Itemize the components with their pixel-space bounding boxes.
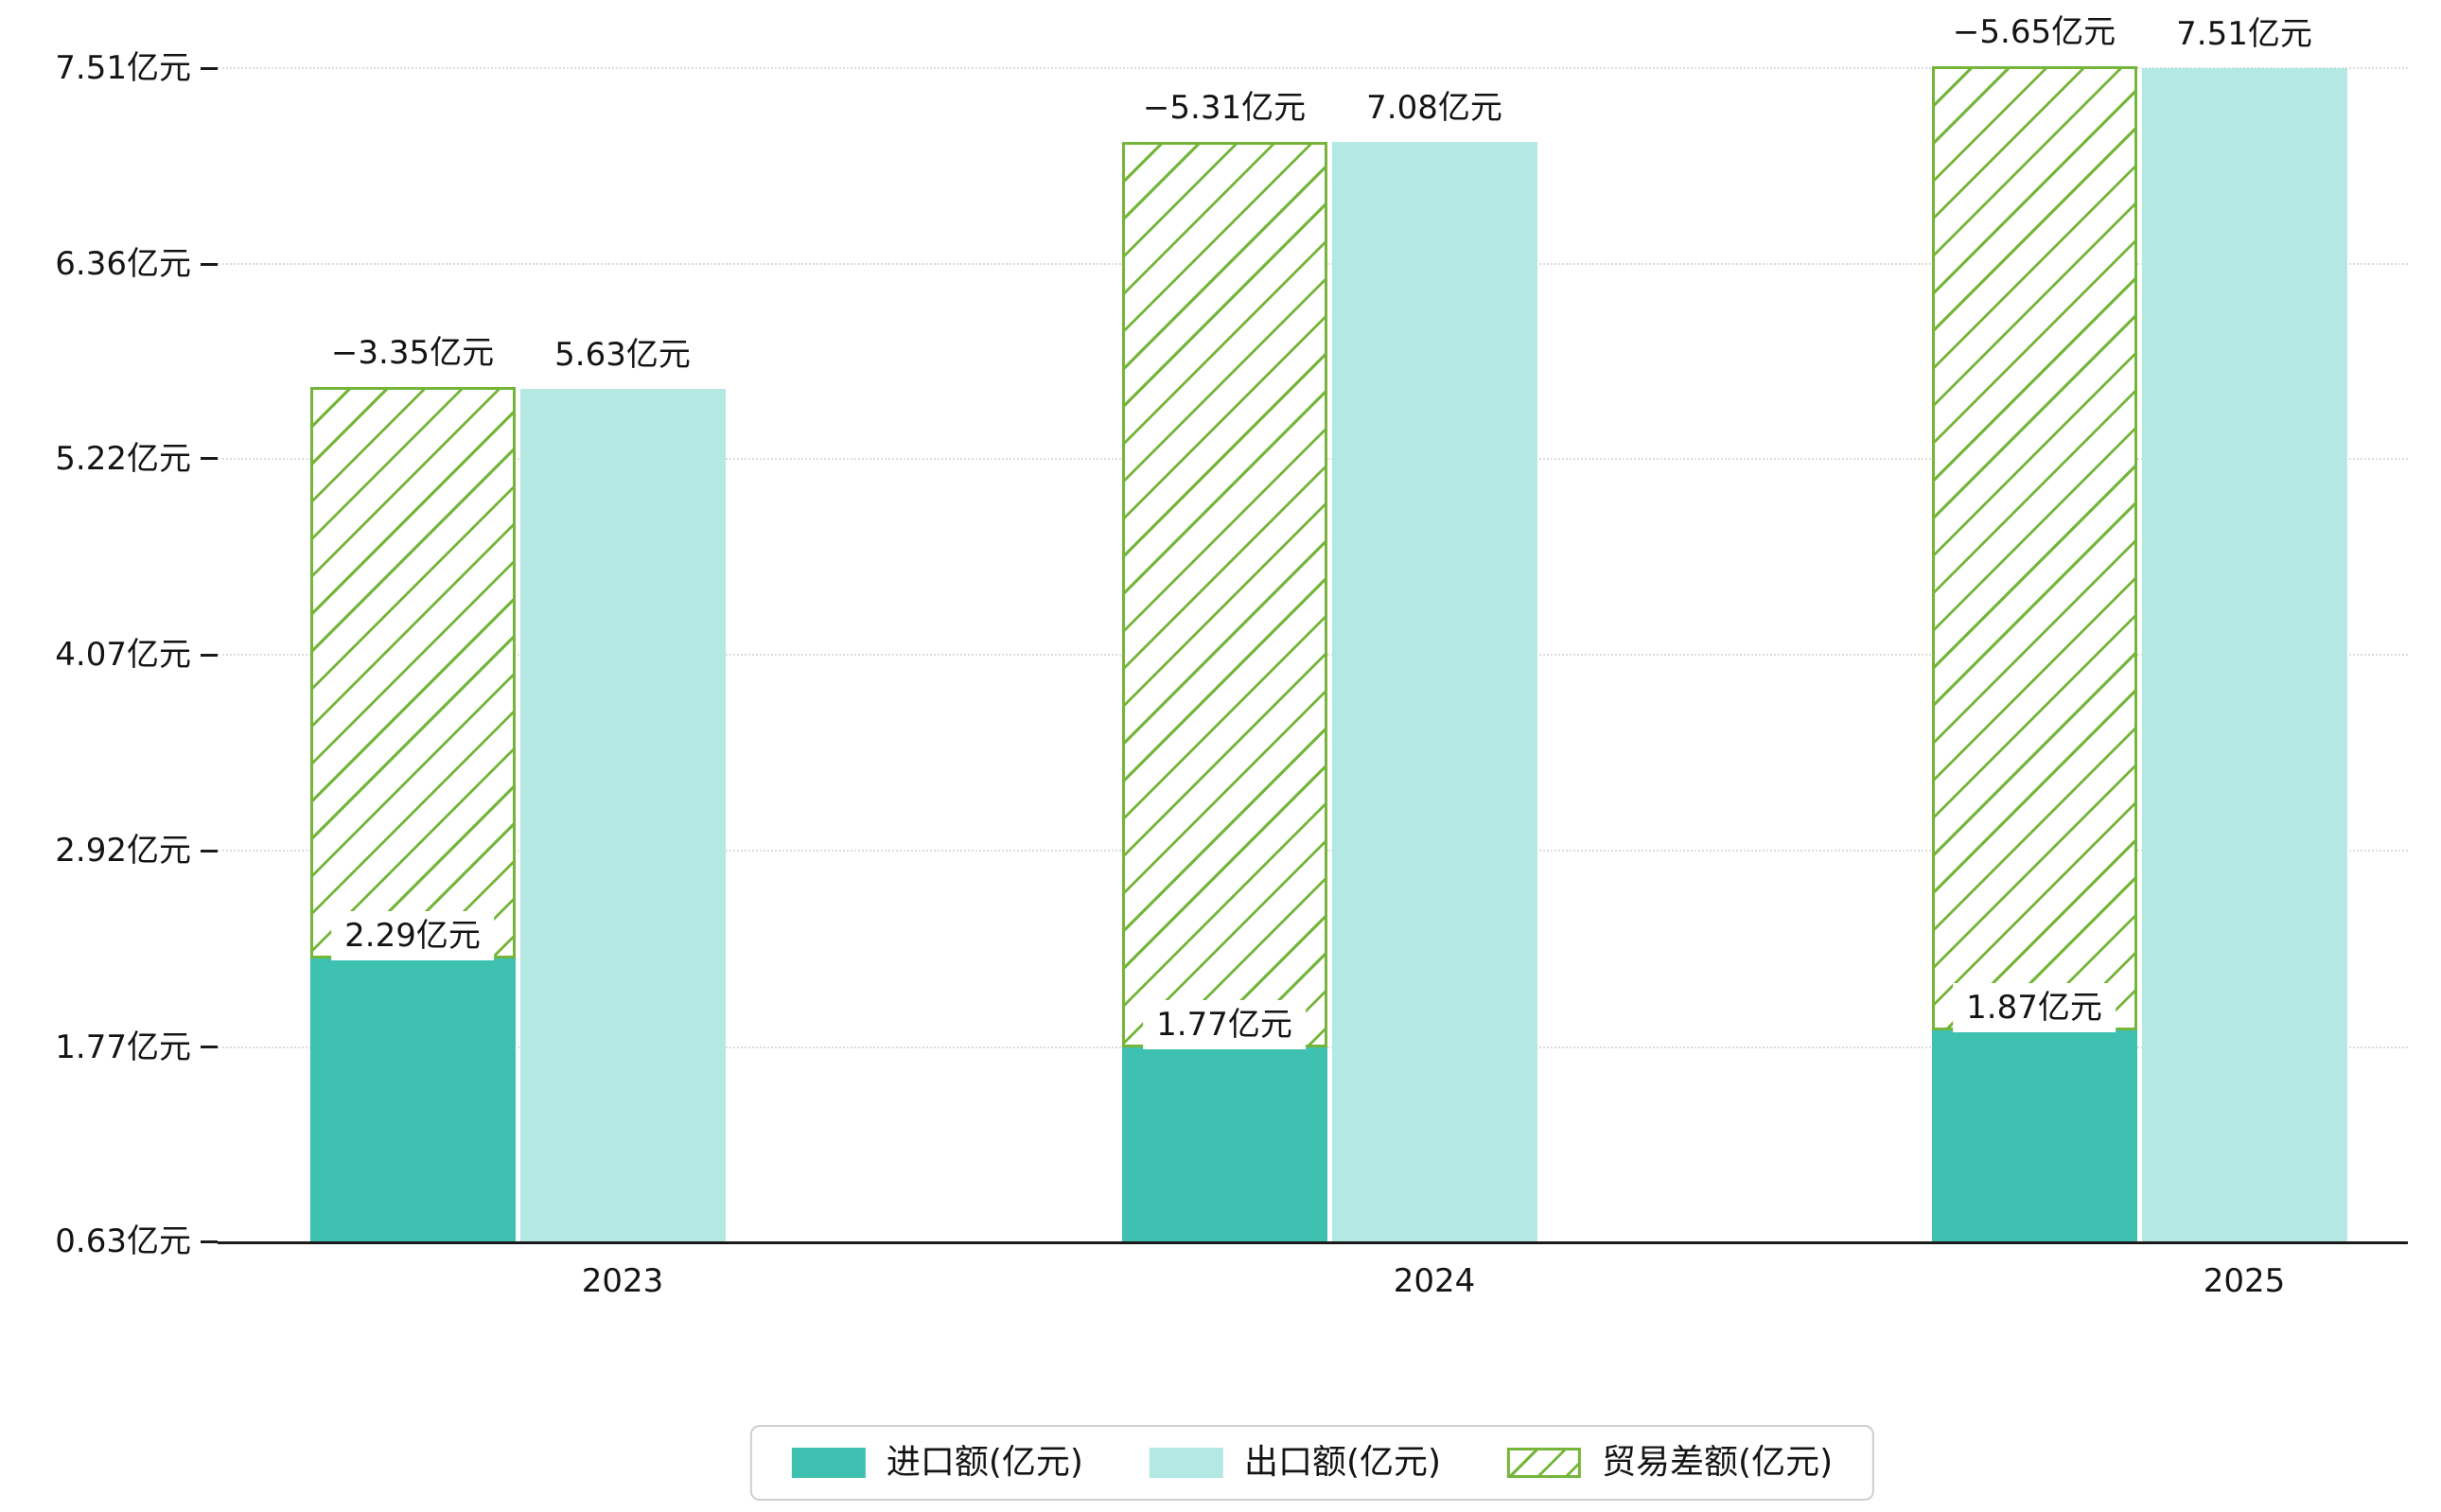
trade-balance-bar	[309, 387, 516, 958]
legend-swatch-trade-balance	[1507, 1448, 1582, 1478]
x-tick-label: 2023	[581, 1262, 664, 1300]
export-bar	[1331, 141, 1537, 1241]
import-value-label: 1.87亿元	[1953, 982, 2116, 1032]
x-tick-label: 2025	[2203, 1262, 2286, 1300]
legend-item: 出口额(亿元)	[1149, 1440, 1442, 1486]
y-tick-label: 6.36亿元	[55, 245, 191, 284]
y-tick-mark	[201, 849, 218, 853]
export-value-label: 7.08亿元	[1353, 82, 1516, 132]
legend-item: 进口额(亿元)	[791, 1440, 1083, 1486]
legend-swatch-export	[1149, 1448, 1223, 1478]
import-bar	[1931, 1029, 2137, 1241]
y-tick-label: 1.77亿元	[55, 1028, 191, 1066]
legend: 进口额(亿元) 出口额(亿元) 贸易差额(亿元)	[749, 1425, 1875, 1501]
trade-balance-value-label: −3.35亿元	[317, 328, 508, 378]
x-tick-label: 2024	[1393, 1262, 1476, 1300]
import-value-label: 1.77亿元	[1143, 999, 1306, 1049]
trade-balance-value-label: −5.65亿元	[1939, 8, 2130, 58]
trade-balance-bar	[1931, 66, 2137, 1030]
y-tick-label: 5.22亿元	[55, 439, 191, 478]
legend-item: 贸易差额(亿元)	[1507, 1440, 1833, 1486]
import-value-label: 2.29亿元	[331, 910, 494, 960]
y-tick-mark	[201, 66, 218, 70]
y-tick-mark	[201, 1046, 218, 1049]
export-value-label: 5.63亿元	[541, 329, 704, 379]
gridline	[218, 67, 2408, 69]
y-tick-label: 7.51亿元	[55, 49, 191, 87]
y-tick-mark	[201, 262, 218, 266]
y-tick-mark	[201, 1239, 218, 1243]
legend-label: 贸易差额(亿元)	[1602, 1443, 1834, 1482]
legend-swatch-import	[791, 1448, 866, 1478]
import-bar	[1121, 1046, 1327, 1241]
export-bar	[519, 388, 726, 1241]
import-bar	[309, 958, 516, 1241]
legend-label: 进口额(亿元)	[886, 1443, 1083, 1482]
y-tick-label: 2.92亿元	[55, 832, 191, 870]
legend-label: 出口额(亿元)	[1243, 1443, 1442, 1482]
trade-balance-bar	[1121, 141, 1327, 1047]
export-value-label: 7.51亿元	[2163, 9, 2326, 59]
trade-balance-value-label: −5.31亿元	[1129, 82, 1320, 132]
y-tick-mark	[201, 653, 218, 657]
y-tick-label: 4.07亿元	[55, 636, 191, 674]
x-axis-line	[218, 1241, 2408, 1244]
export-bar	[2141, 68, 2347, 1241]
y-tick-label: 0.63亿元	[55, 1222, 191, 1260]
y-tick-mark	[201, 457, 218, 461]
